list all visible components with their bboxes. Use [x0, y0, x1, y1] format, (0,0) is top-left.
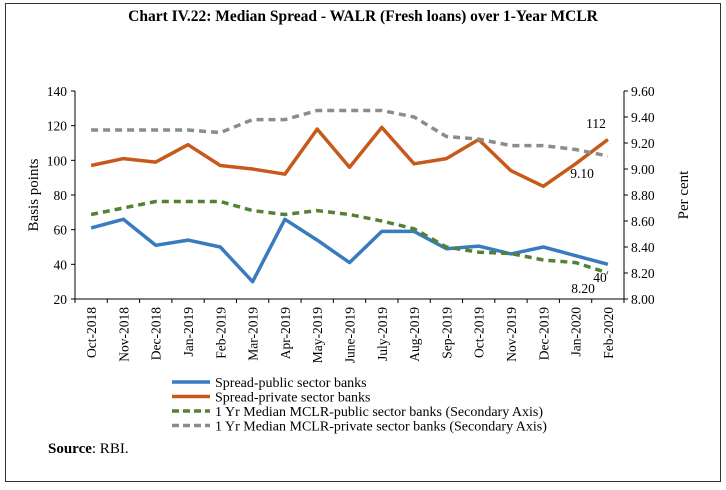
legend-label-4: 1 Yr Median MCLR-private sector banks (S…: [215, 420, 547, 435]
y-tick-label: 40: [54, 257, 68, 272]
x-tick-label: Feb-2020: [601, 307, 616, 359]
source-text: : RBI.: [91, 441, 129, 457]
y2-axis-title: Per cent: [676, 170, 692, 220]
chart-frame: [5, 3, 721, 482]
y-tick-label: 100: [47, 153, 68, 168]
x-tick-label: Mar-2019: [246, 307, 261, 361]
y-tick-label: 120: [47, 119, 68, 134]
x-tick-label: Oct-2019: [472, 307, 487, 358]
y2-tick-label: 9.00: [631, 162, 655, 177]
source-label: Source: [48, 441, 92, 457]
x-tick-label: Nov-2018: [116, 307, 131, 362]
x-tick-label: Dec-2019: [536, 307, 551, 360]
y-tick-label: 140: [47, 84, 68, 99]
end-data-label: 8.20: [571, 281, 595, 296]
y2-tick-label: 9.20: [631, 136, 655, 151]
y-axis-title: Basis points: [26, 158, 42, 231]
legend-label-1: Spread-public sector banks: [215, 376, 367, 391]
y2-tick-label: 9.40: [631, 110, 655, 125]
legend-label-2: Spread-private sector banks: [215, 391, 371, 406]
y-tick-label: 80: [54, 188, 68, 203]
x-tick-label: Dec-2018: [149, 307, 164, 360]
y2-tick-label: 8.20: [631, 266, 655, 281]
x-tick-label: Oct-2018: [84, 307, 99, 358]
series-line-3: [90, 199, 609, 275]
x-tick-label: Aug-2019: [407, 307, 422, 362]
y-tick-label: 20: [54, 292, 68, 307]
series-line-2: [90, 125, 609, 189]
y2-tick-label: 8.80: [631, 188, 655, 203]
x-tick-label: June-2019: [343, 307, 358, 363]
x-tick-label: Sep-2019: [439, 307, 454, 359]
y2-tick-label: 8.40: [631, 240, 655, 255]
x-tick-label: July-2019: [375, 307, 390, 361]
legend-label-3: 1 Yr Median MCLR-public sector banks (Se…: [215, 405, 543, 420]
x-tick-label: Feb-2019: [213, 307, 228, 359]
y-tick-label: 60: [54, 223, 68, 238]
end-data-label: 9.10: [570, 166, 594, 181]
y2-tick-label: 9.60: [631, 84, 655, 99]
x-tick-label: May-2019: [310, 307, 325, 363]
y2-tick-label: 8.60: [631, 214, 655, 229]
end-data-label: 40: [593, 270, 607, 285]
series-line-1: [90, 217, 609, 284]
series-line-4: [91, 108, 609, 158]
x-tick-label: Jan-2019: [181, 307, 196, 357]
end-data-label: 112: [586, 116, 606, 131]
x-tick-label: Jan-2020: [569, 307, 584, 357]
chart-title: Chart IV.22: Median Spread - WALR (Fresh…: [128, 8, 598, 25]
source-note: Source: RBI.: [48, 441, 129, 458]
x-tick-label: Nov-2019: [504, 307, 519, 362]
x-tick-label: Apr-2019: [278, 307, 293, 359]
y2-tick-label: 8.00: [631, 292, 655, 307]
